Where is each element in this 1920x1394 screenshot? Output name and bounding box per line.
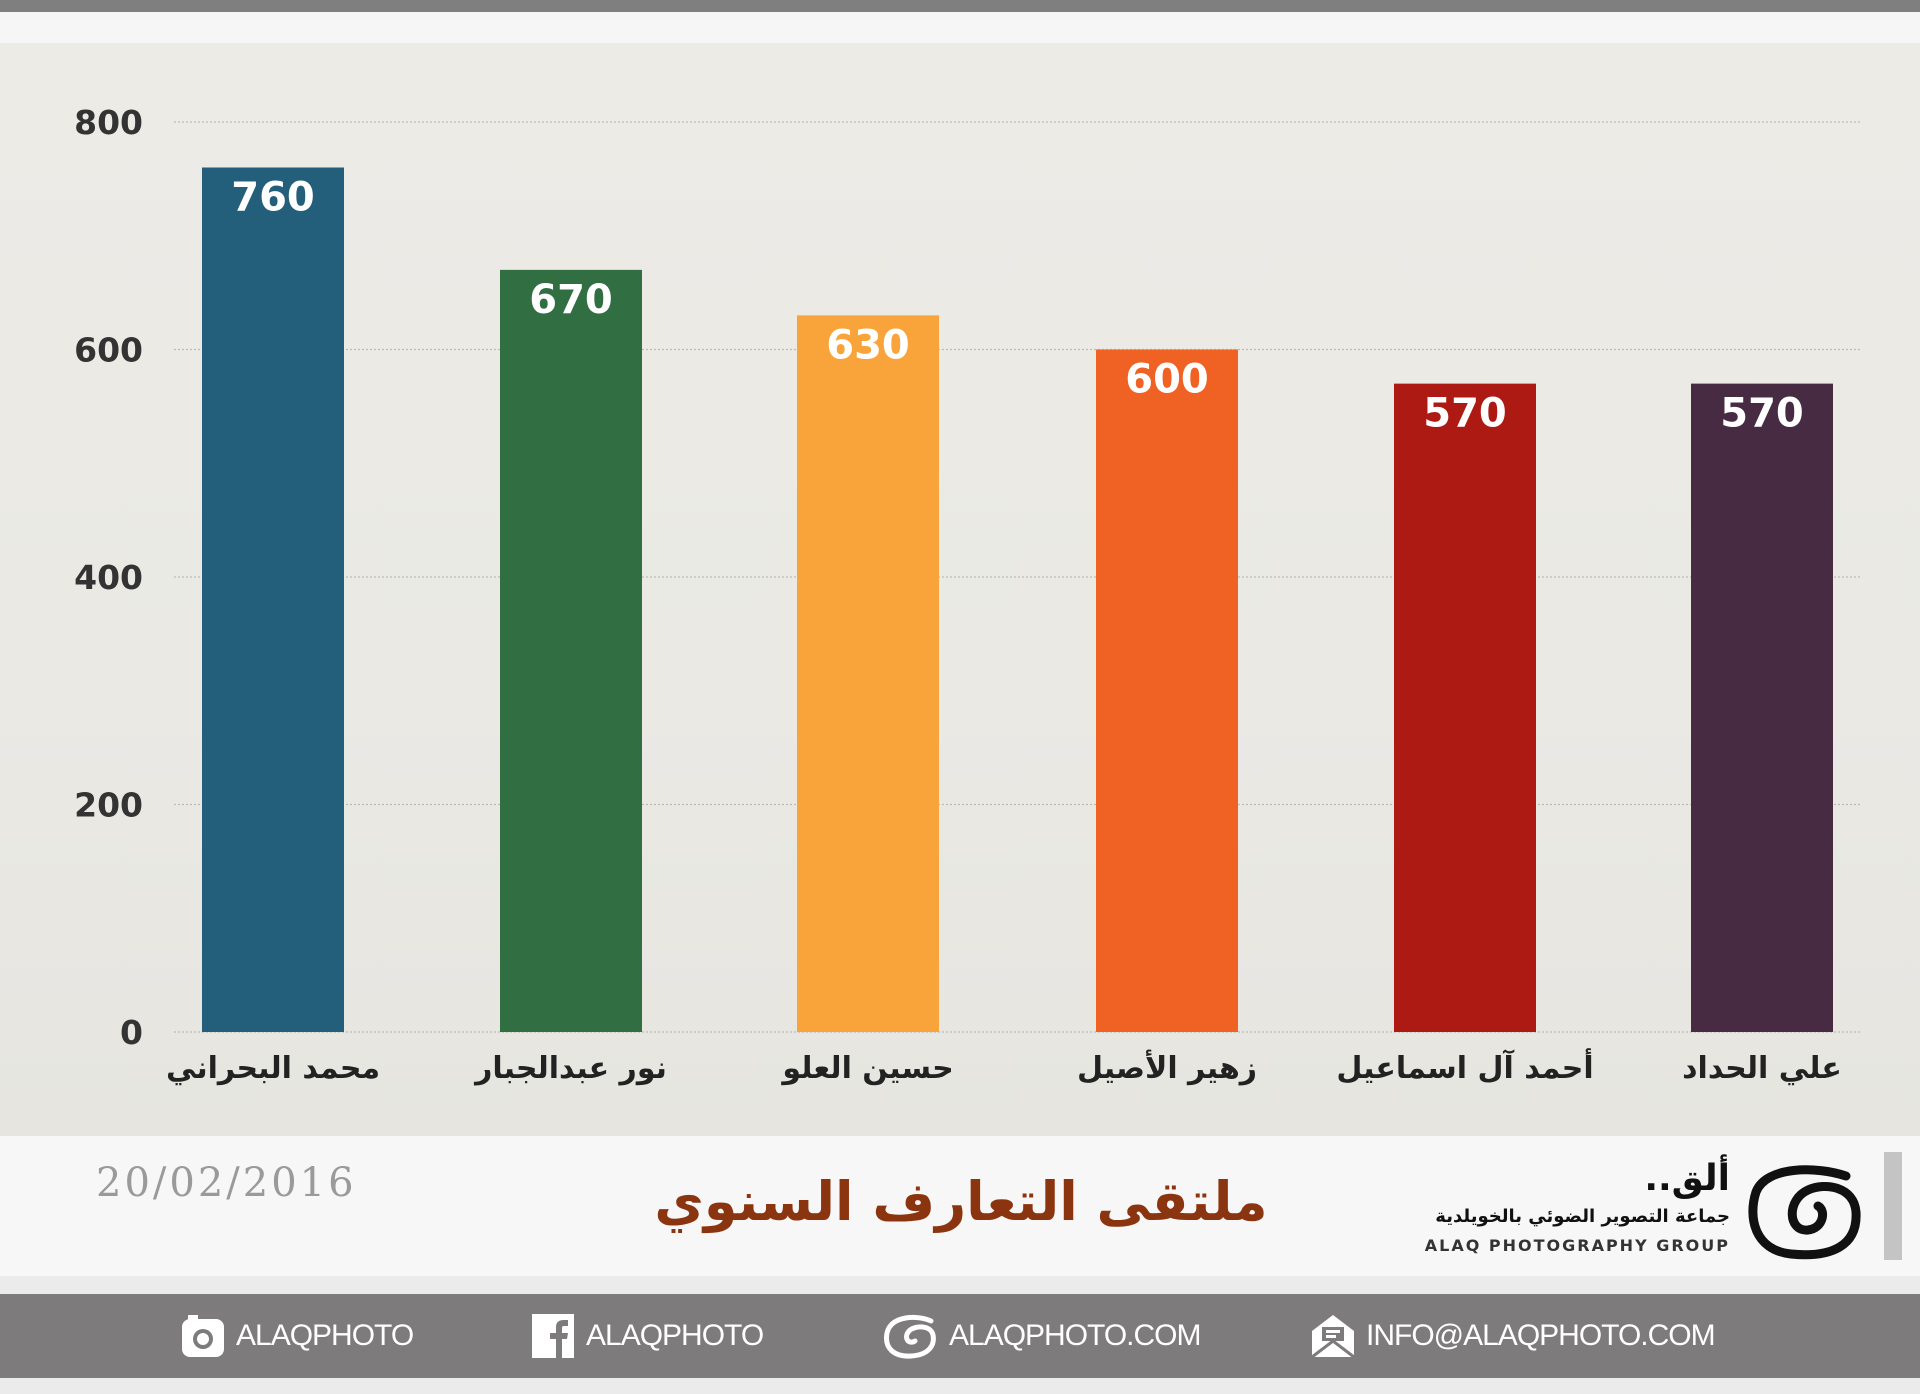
info-panel [0, 1136, 1920, 1276]
y-tick-label: 200 [74, 786, 143, 825]
x-category-label: محمد البحراني [166, 1051, 380, 1086]
top-strip [0, 12, 1920, 43]
logo-arabic-subtitle: جماعة التصوير الضوئي بالخويلدية [1435, 1206, 1730, 1227]
bar-chart: 0 200 400 600 800 760 محمد البحراني 670 نور عبدا… [74, 103, 1861, 1086]
logo-arabic-name: ألق.. [1644, 1158, 1730, 1199]
x-category-label: حسين العلو [780, 1051, 953, 1086]
x-category-label: نور عبدالجبار [473, 1051, 667, 1086]
bar-value-label: 600 [1125, 357, 1209, 403]
bar [1691, 383, 1833, 1032]
instagram-icon [182, 1315, 224, 1357]
bar [1096, 349, 1238, 1032]
bar-value-label: 630 [826, 322, 910, 368]
footer-website[interactable]: ALAQPHOTO.COM [883, 1294, 1201, 1378]
footer-website-label: ALAQPHOTO.COM [949, 1319, 1201, 1352]
footer-facebook-label: ALAQPHOTO [586, 1319, 764, 1352]
chart-title: ملتقى التعارف السنوي [654, 1170, 1268, 1233]
bar [500, 269, 642, 1032]
logo-english-name: ALAQ PHOTOGRAPHY GROUP [1424, 1236, 1730, 1255]
x-category-label: أحمد آل اسماعيل [1336, 1048, 1593, 1086]
email-icon [1311, 1315, 1355, 1359]
website-icon [884, 1314, 936, 1359]
date-label: 20/02/2016 [96, 1160, 357, 1206]
logo-spiral-icon [1748, 1165, 1861, 1260]
y-tick-label: 0 [120, 1013, 143, 1052]
x-category-label: زهير الأصيل [1077, 1049, 1257, 1086]
y-tick-label: 400 [74, 558, 143, 597]
footer-instagram-label: ALAQPHOTO [236, 1319, 414, 1352]
y-tick-label: 800 [74, 103, 143, 142]
bar-value-label: 570 [1423, 391, 1507, 437]
facebook-icon [532, 1314, 574, 1358]
bar-value-label: 760 [231, 175, 315, 221]
bar [1394, 383, 1536, 1032]
y-tick-label: 600 [74, 331, 143, 370]
footer-bar: ALAQPHOTO ALAQPHOTO ALAQPHOTO.COM INFO@A… [0, 1294, 1920, 1378]
bar-value-label: 670 [529, 277, 613, 323]
bar [202, 167, 344, 1032]
footer-email-label: INFO@ALAQPHOTO.COM [1366, 1319, 1716, 1352]
side-scroll-bar [1884, 1152, 1902, 1260]
top-bar [0, 0, 1920, 12]
footer-instagram[interactable]: ALAQPHOTO [180, 1294, 414, 1378]
bar-value-label: 570 [1720, 391, 1804, 437]
footer-email[interactable]: INFO@ALAQPHOTO.COM [1310, 1294, 1716, 1378]
x-category-label: علي الحداد [1682, 1051, 1842, 1086]
bar [797, 315, 939, 1032]
footer-facebook[interactable]: ALAQPHOTO [530, 1294, 764, 1378]
